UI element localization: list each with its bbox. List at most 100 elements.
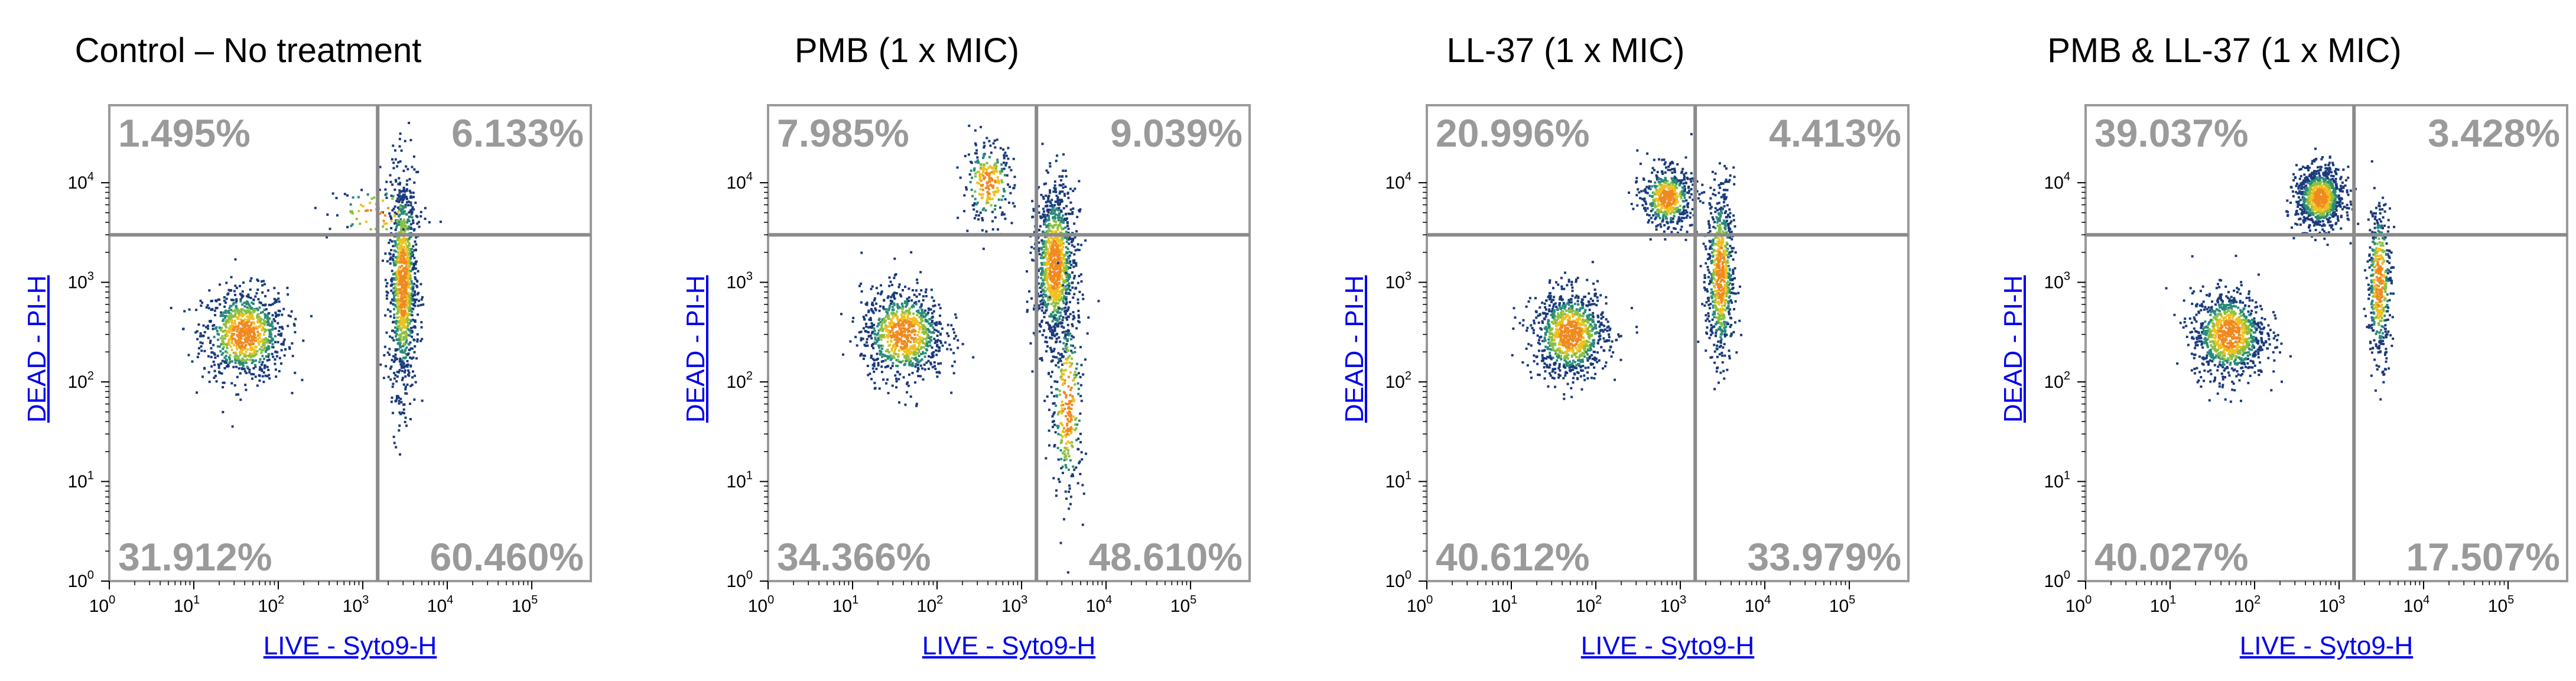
scatter-plot-svg: 20.996% 4.413%40.612% 33.979%100 101 102 103 1…	[1385, 104, 1910, 616]
event-dot	[399, 160, 402, 163]
event-dot	[1065, 275, 1068, 278]
event-dot	[979, 168, 982, 171]
quadrant-label-top-right: 6.133%	[451, 111, 584, 155]
event-dot	[404, 375, 407, 378]
event-dot	[974, 144, 977, 147]
event-dot	[1077, 320, 1080, 323]
event-dot	[387, 375, 390, 378]
x-axis-label[interactable]: LIVE - Syto9-H	[263, 631, 437, 660]
event-dot	[231, 323, 234, 326]
event-dot	[397, 333, 400, 336]
event-dot	[1010, 168, 1013, 171]
event-dot	[244, 384, 247, 387]
event-dot	[355, 218, 358, 220]
event-dot	[886, 340, 889, 343]
x-axis-label[interactable]: LIVE - Syto9-H	[922, 631, 1096, 660]
event-dot	[1068, 420, 1071, 423]
event-dot	[265, 308, 268, 311]
event-dot	[1053, 216, 1056, 219]
event-dot	[412, 356, 415, 359]
event-dot	[400, 247, 403, 249]
event-dot	[1060, 378, 1063, 381]
event-dot	[1061, 383, 1064, 386]
event-dot	[997, 189, 1000, 192]
event-dot	[228, 312, 231, 314]
event-dot	[1060, 467, 1063, 470]
event-dot	[984, 167, 987, 170]
event-dot	[264, 347, 266, 350]
event-dot	[862, 357, 865, 360]
event-dot	[873, 323, 876, 326]
event-dot	[885, 382, 888, 385]
event-dot	[256, 316, 259, 319]
event-dot	[244, 330, 247, 333]
event-dot	[901, 318, 904, 321]
event-dot	[906, 310, 909, 313]
event-dot	[875, 302, 878, 305]
event-dot	[394, 326, 397, 329]
event-dot	[982, 166, 985, 168]
event-dot	[268, 312, 271, 314]
event-dot	[402, 314, 405, 317]
event-dot	[225, 343, 228, 346]
event-dot	[260, 351, 263, 354]
event-dot	[1066, 339, 1069, 342]
event-dot	[1064, 338, 1067, 340]
event-dot	[233, 357, 236, 360]
event-dot	[1064, 236, 1067, 239]
event-dot	[400, 401, 403, 404]
event-dot	[252, 343, 255, 346]
event-dot	[264, 374, 267, 377]
event-dot	[1007, 183, 1010, 186]
event-dot	[1037, 247, 1040, 250]
event-dot	[410, 196, 413, 199]
event-dot	[894, 314, 897, 317]
event-dot	[895, 323, 897, 326]
event-dot	[239, 309, 242, 312]
event-dot	[267, 322, 270, 325]
event-dot	[1057, 297, 1060, 300]
event-dot	[1049, 229, 1052, 232]
y-axis-label[interactable]: DEAD - PI-H	[681, 275, 710, 423]
event-dot	[273, 301, 276, 304]
event-dot	[226, 346, 229, 349]
event-dot	[1065, 310, 1068, 313]
event-dot	[238, 310, 241, 313]
event-dot	[1012, 187, 1015, 190]
event-dot	[1062, 242, 1065, 245]
event-dot	[326, 213, 329, 216]
event-dot	[1053, 224, 1056, 227]
event-dot	[1053, 271, 1056, 274]
event-dot	[860, 301, 863, 304]
event-dot	[383, 354, 386, 356]
event-dot	[1063, 261, 1066, 264]
event-dot	[860, 283, 863, 286]
event-dot	[268, 348, 271, 351]
event-dot	[1038, 330, 1041, 333]
event-dot	[390, 400, 393, 403]
event-dot	[897, 378, 900, 381]
event-dot	[1055, 275, 1058, 278]
event-dot	[871, 358, 874, 361]
event-dot	[994, 146, 997, 149]
event-dot	[412, 370, 415, 373]
event-dot	[392, 308, 395, 311]
event-dot	[984, 187, 987, 190]
event-dot	[1059, 340, 1062, 343]
event-dot	[226, 364, 229, 367]
event-dot	[233, 290, 236, 293]
event-dot	[866, 338, 869, 341]
event-dot	[1573, 338, 1576, 341]
event-dot	[393, 359, 396, 362]
event-dot	[1062, 287, 1065, 290]
y-axis-label[interactable]: DEAD - PI-H	[22, 275, 51, 423]
event-dot	[1067, 196, 1070, 199]
event-dot	[231, 315, 234, 318]
event-dot	[424, 207, 427, 210]
event-dot	[935, 354, 938, 356]
event-dot	[909, 359, 912, 362]
event-dot	[196, 338, 199, 340]
event-dot	[879, 349, 882, 352]
event-dot	[1043, 329, 1046, 332]
event-dot	[1049, 313, 1052, 316]
